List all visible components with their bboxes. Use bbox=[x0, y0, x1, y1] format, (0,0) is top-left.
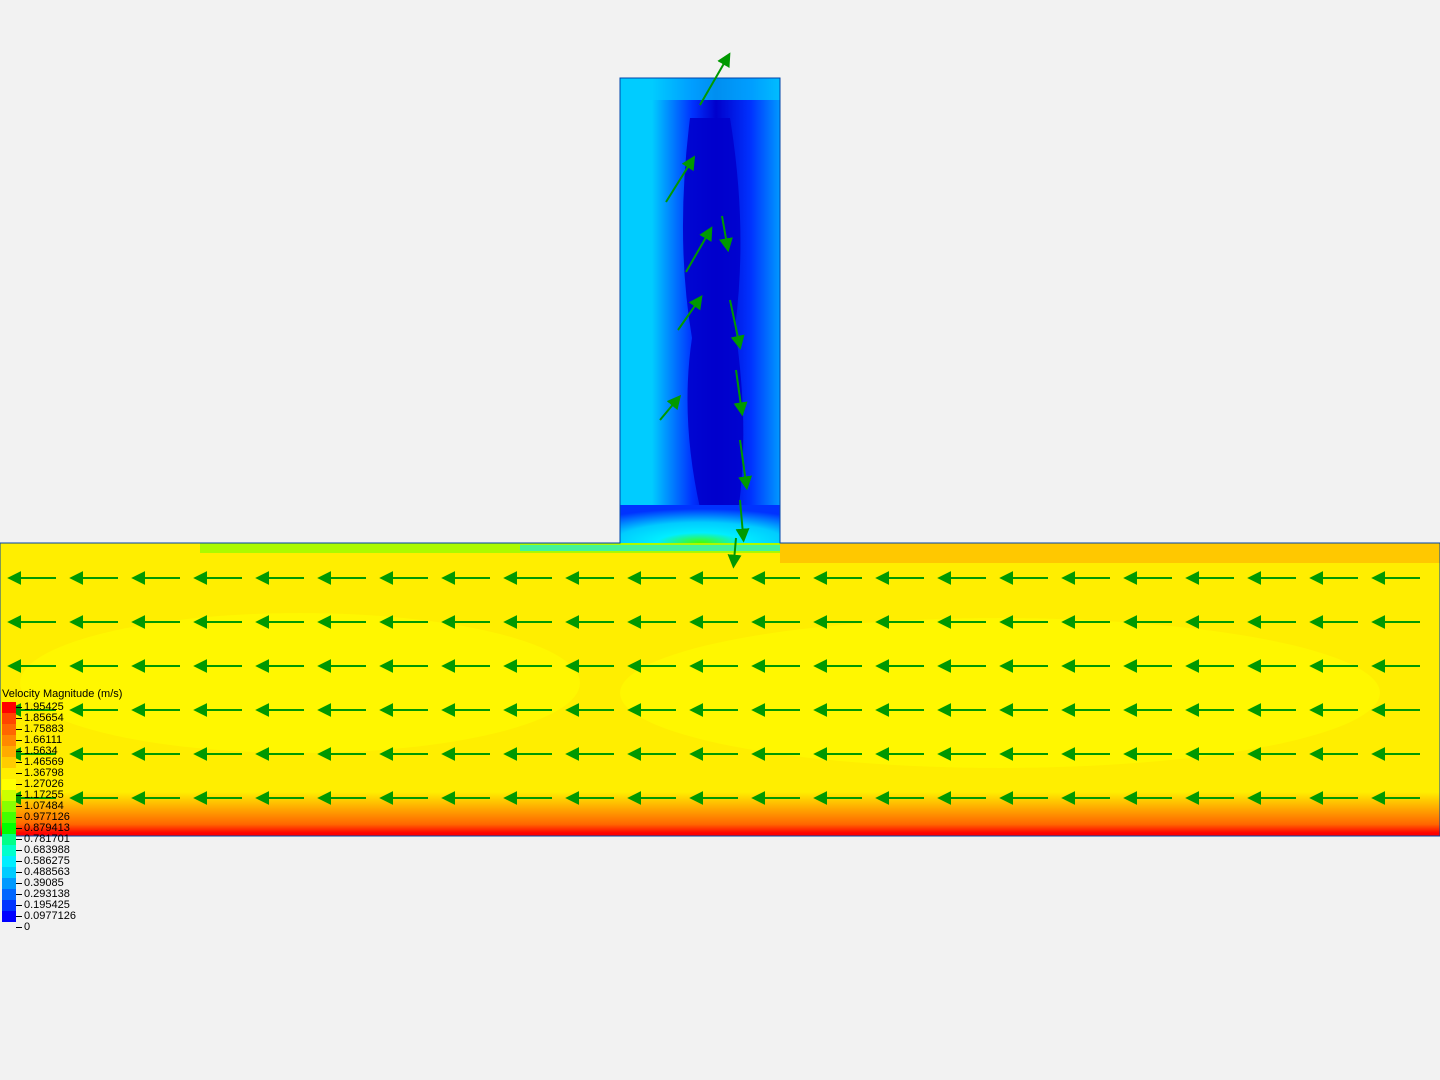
channel-core-patch bbox=[620, 618, 1380, 768]
legend-swatch bbox=[2, 735, 16, 746]
legend-swatch bbox=[2, 845, 16, 856]
legend-swatch bbox=[2, 713, 16, 724]
velocity-legend: Velocity Magnitude (m/s) 1.954251.856541… bbox=[2, 688, 122, 933]
legend-swatch bbox=[2, 900, 16, 911]
legend-swatch bbox=[2, 702, 16, 713]
legend-swatch bbox=[2, 867, 16, 878]
legend-swatch bbox=[2, 823, 16, 834]
legend-swatch bbox=[2, 779, 16, 790]
branch-top-cap bbox=[620, 78, 780, 100]
legend-swatch bbox=[2, 889, 16, 900]
legend-ticks: 1.954251.856541.758831.661111.56341.4656… bbox=[16, 702, 76, 933]
legend-swatch bbox=[2, 834, 16, 845]
cfd-scene-svg bbox=[0, 0, 1440, 1080]
legend-swatch bbox=[2, 746, 16, 757]
legend-swatch bbox=[2, 790, 16, 801]
legend-swatch bbox=[2, 911, 16, 922]
channel-top-shear bbox=[780, 543, 1440, 563]
legend-title: Velocity Magnitude (m/s) bbox=[2, 688, 122, 700]
channel-mixing-streak-cyan bbox=[520, 545, 780, 551]
legend-swatch bbox=[2, 801, 16, 812]
legend-swatch bbox=[2, 856, 16, 867]
legend-swatch bbox=[2, 878, 16, 889]
legend-colorbar bbox=[2, 702, 16, 933]
cfd-viewport: Velocity Magnitude (m/s) 1.954251.856541… bbox=[0, 0, 1440, 1080]
branch-mixing-zone bbox=[620, 505, 780, 543]
legend-swatch bbox=[2, 724, 16, 735]
legend-swatch bbox=[2, 812, 16, 823]
legend-swatch bbox=[2, 757, 16, 768]
legend-tick: 0 bbox=[16, 922, 76, 933]
legend-swatch bbox=[2, 768, 16, 779]
